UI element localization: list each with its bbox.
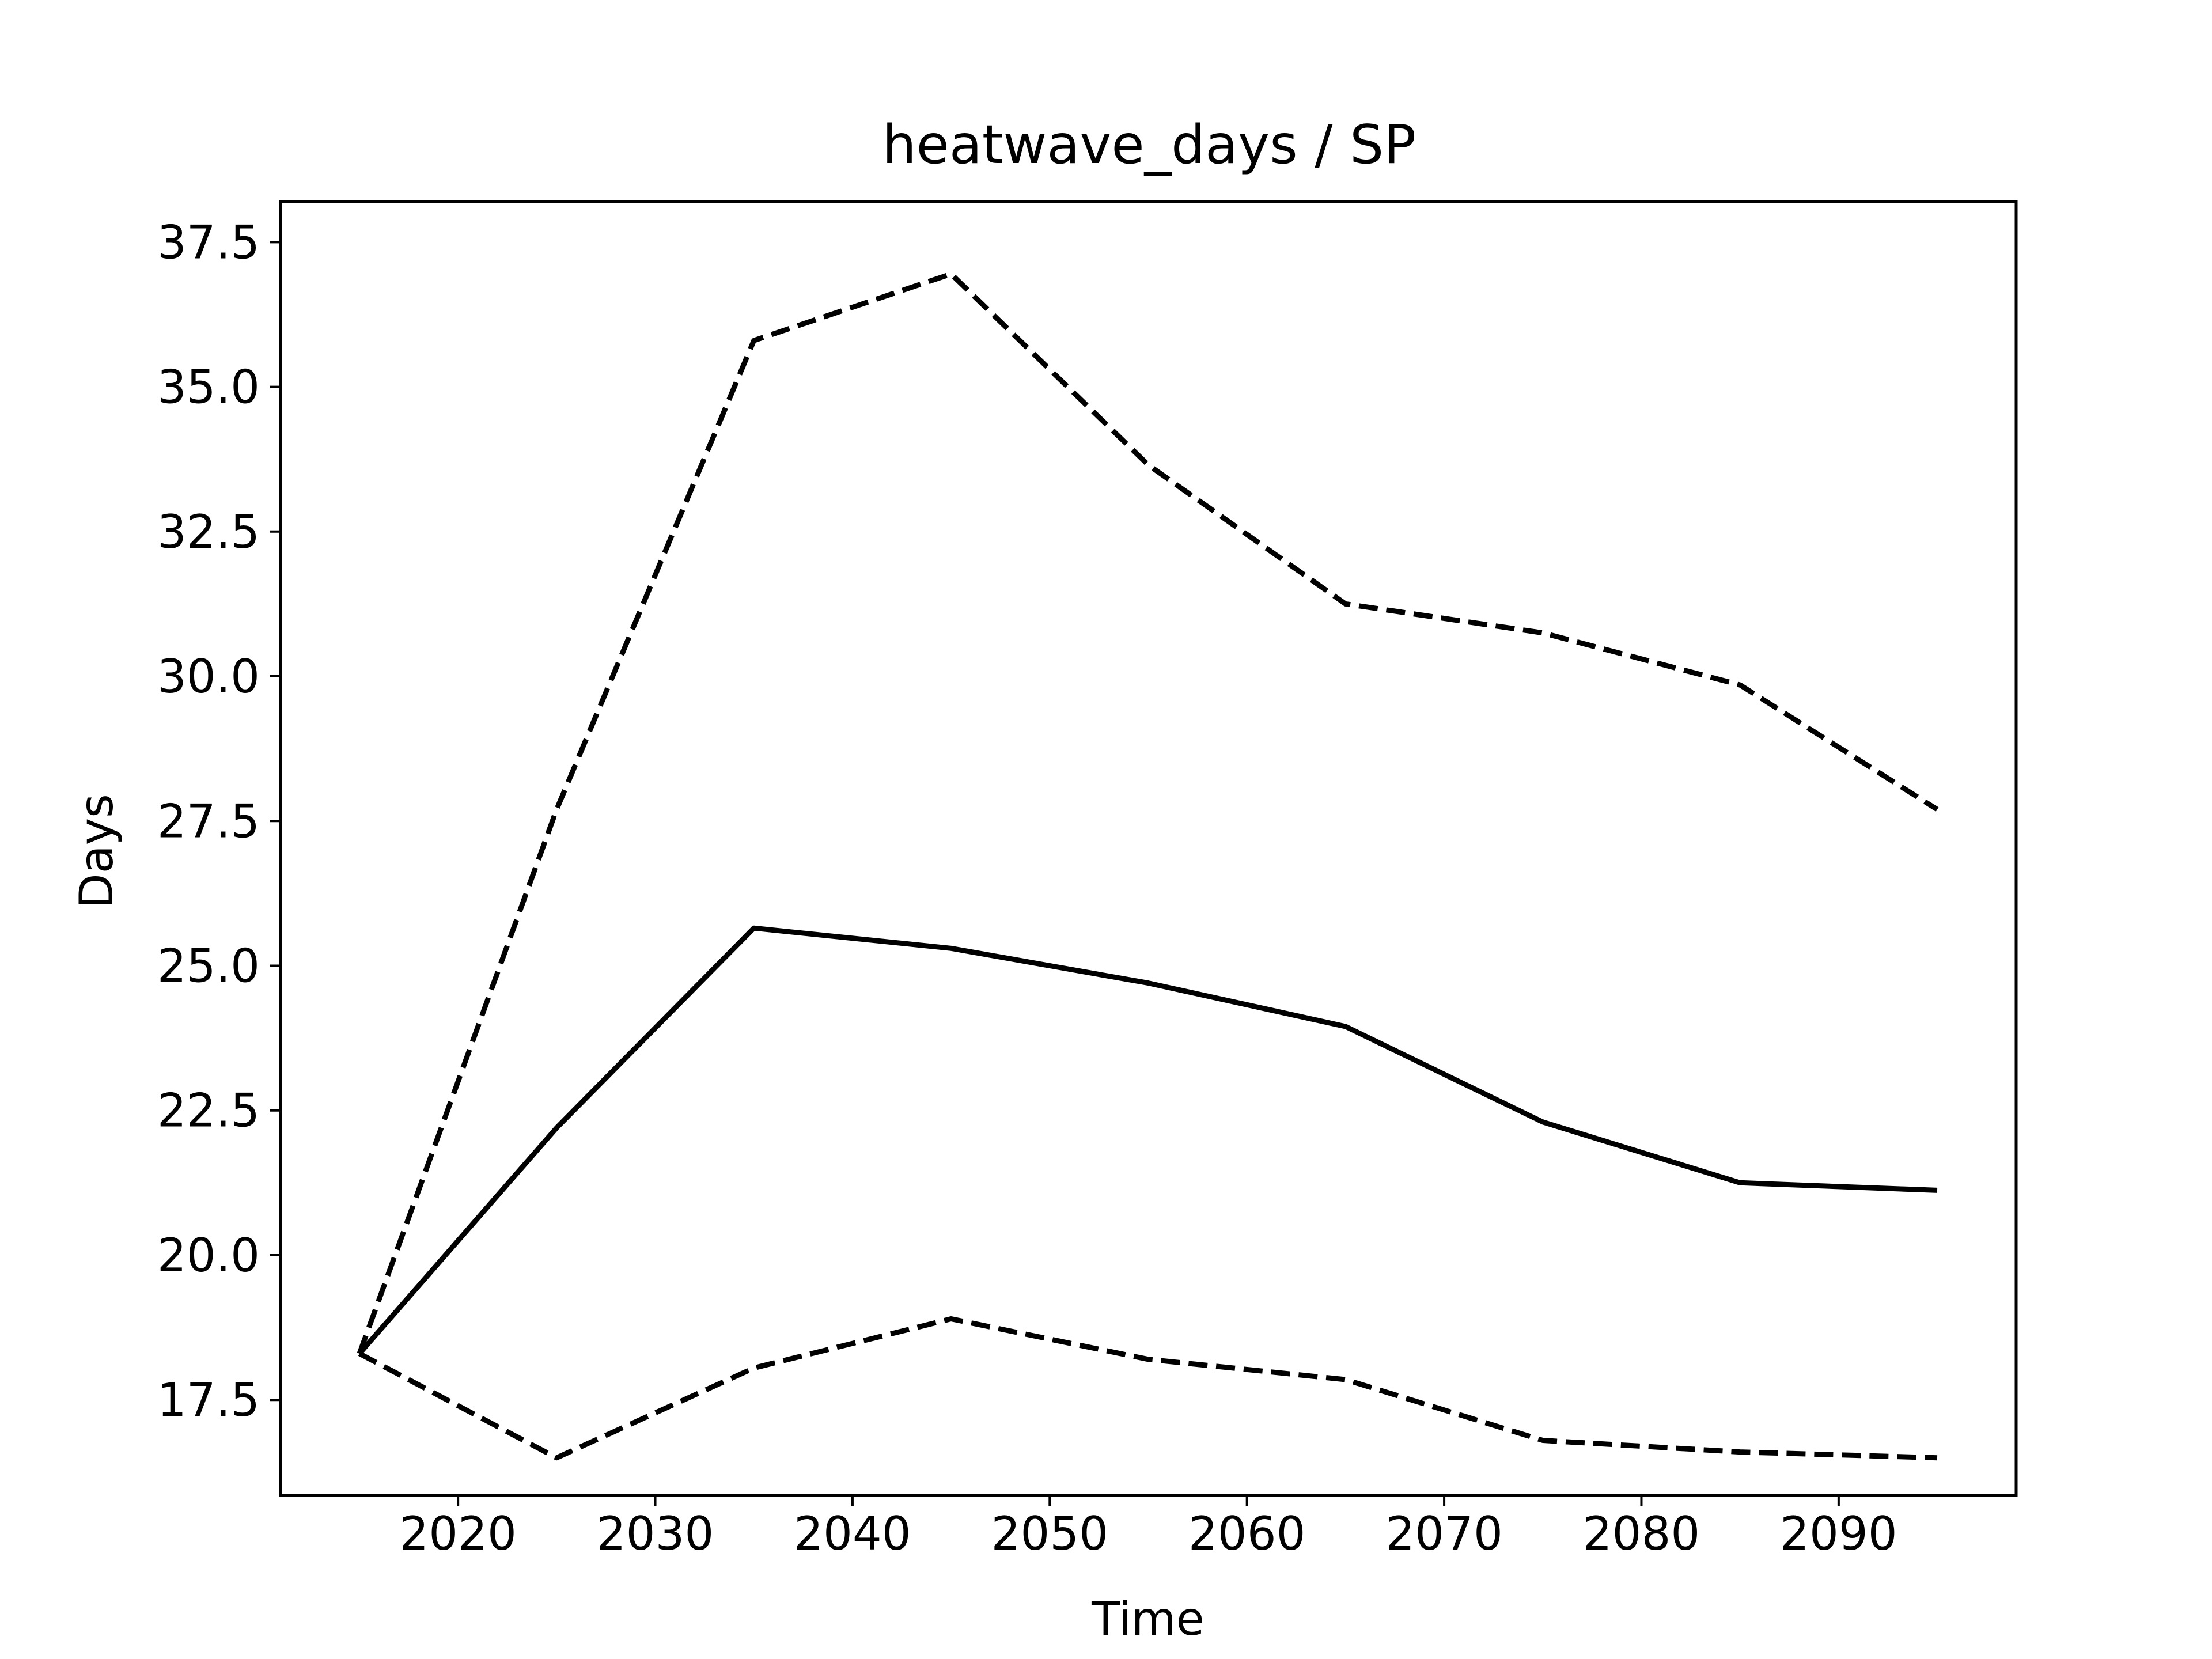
series-line-lower [358,1316,1938,1461]
y-tick-label: 17.5 [157,1373,260,1427]
x-axis: 2020 2030 2040 2050 2060 2070 2080 2090 [399,1495,1897,1560]
x-tick-label: 2050 [991,1507,1109,1560]
y-tick-label: 35.0 [157,361,260,414]
y-axis-label: Days [70,794,123,909]
axes-frame [279,200,2018,1497]
y-tick-label: 25.0 [157,939,260,993]
x-tick-label: 2080 [1583,1507,1700,1560]
y-tick-label: 32.5 [157,505,260,559]
x-tick-label: 2020 [399,1507,517,1560]
x-tick-label: 2060 [1188,1507,1306,1560]
x-tick-label: 2040 [794,1507,911,1560]
x-tick-label: 2030 [597,1507,714,1560]
y-axis: 17.5 20.0 22.5 25.0 27.5 30.0 32.5 35.0 37.5 [157,215,281,1427]
chart-title: heatwave_days / SP [882,113,1416,176]
series-line-upper [357,271,1939,1355]
x-axis-label: Time [1091,1592,1205,1646]
plot-area [357,271,1939,1461]
y-tick-label: 30.0 [157,650,260,703]
series-line-median [357,925,1938,1355]
x-tick-label: 2090 [1780,1507,1897,1560]
y-tick-label: 37.5 [157,215,260,269]
y-tick-label: 22.5 [157,1084,260,1138]
x-tick-label: 2070 [1385,1507,1503,1560]
y-tick-label: 20.0 [157,1229,260,1282]
y-tick-label: 27.5 [157,794,260,848]
